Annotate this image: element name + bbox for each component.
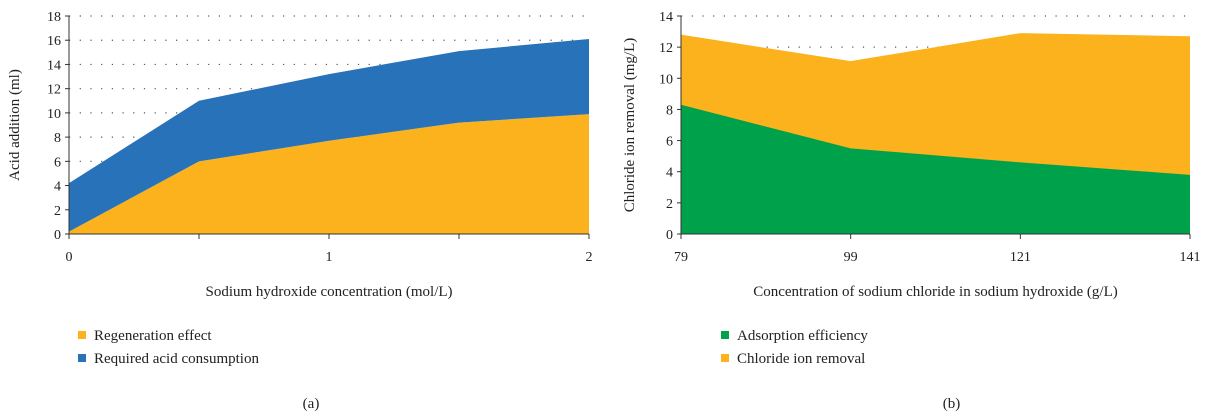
y-axis-label: Chloride ion removal (mg/L) (622, 38, 638, 213)
y-tick-label: 4 (54, 180, 61, 195)
y-tick-label: 4 (666, 166, 673, 181)
legend-label: Adsorption efficiency (737, 328, 868, 344)
legend-swatch (78, 331, 86, 339)
x-tick-label: 121 (1010, 250, 1031, 265)
area-series-2 (681, 104, 1190, 234)
y-axis-label: Acid addition (ml) (7, 69, 23, 181)
y-tick-label: 0 (54, 228, 61, 243)
y-tick-label: 8 (666, 103, 673, 118)
y-tick-label: 10 (47, 107, 61, 122)
legend-swatch (78, 354, 86, 362)
y-tick-label: 6 (54, 155, 61, 170)
y-tick-label: 18 (47, 10, 61, 25)
y-tick-label: 10 (659, 72, 673, 87)
x-tick-label: 2 (586, 250, 593, 265)
x-tick-label: 0 (66, 250, 73, 265)
x-axis-label: Sodium hydroxide concentration (mol/L) (205, 284, 452, 300)
y-tick-label: 14 (47, 58, 61, 73)
x-tick-label: 99 (844, 250, 858, 265)
y-tick-label: 14 (659, 10, 673, 25)
legend-label: Chloride ion removal (737, 351, 865, 367)
area-series-2 (69, 39, 589, 232)
x-tick-label: 141 (1180, 250, 1201, 265)
x-axis-label: Concentration of sodium chloride in sodi… (753, 284, 1118, 300)
y-tick-label: 8 (54, 131, 61, 146)
y-tick-label: 12 (47, 83, 61, 98)
panel-caption: (a) (303, 396, 320, 412)
area-series-1 (69, 114, 589, 234)
y-tick-label: 0 (666, 228, 673, 243)
y-tick-label: 2 (666, 197, 673, 212)
legend-swatch (721, 331, 729, 339)
panel-caption: (b) (943, 396, 961, 412)
y-tick-label: 12 (659, 41, 673, 56)
y-tick-label: 6 (666, 135, 673, 150)
legend-swatch (721, 354, 729, 362)
x-tick-label: 1 (326, 250, 333, 265)
x-tick-label: 79 (674, 250, 688, 265)
legend-label: Regeneration effect (94, 328, 212, 344)
chart-b: 0 2 4 6 8 10 12 14 79 99 121 141 Concentration of so… (622, 10, 1201, 412)
legend-label: Required acid consumption (94, 351, 259, 367)
y-tick-label: 16 (47, 34, 61, 49)
y-tick-label: 2 (54, 204, 61, 219)
